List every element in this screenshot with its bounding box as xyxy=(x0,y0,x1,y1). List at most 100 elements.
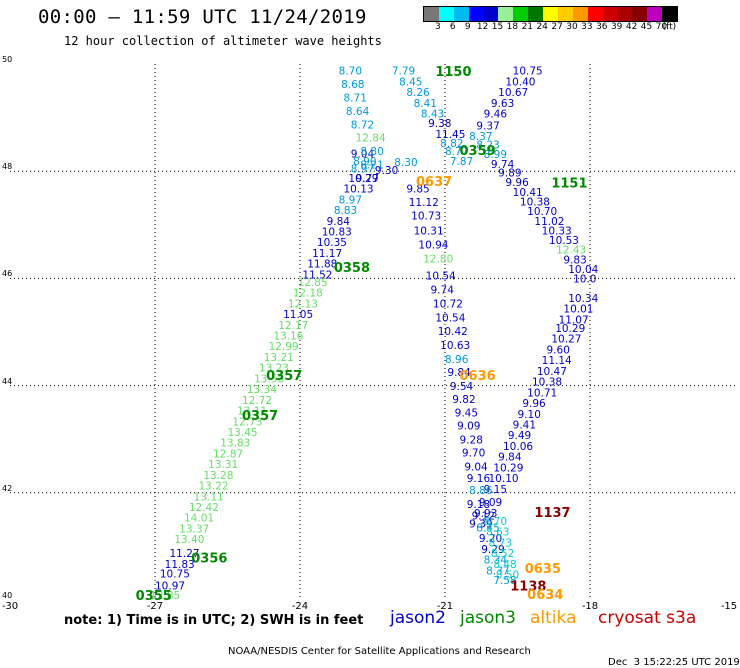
wave-height-value: 8.26 xyxy=(406,87,430,99)
wave-height-value: 13.16 xyxy=(273,331,303,343)
wave-height-value: 10.31 xyxy=(414,225,444,237)
wave-height-value: 12.80 xyxy=(423,253,453,265)
y-tick-label: 50 xyxy=(2,55,13,64)
wave-height-value: 11.17 xyxy=(312,248,342,260)
wave-height-value: 9.04 xyxy=(351,148,375,160)
wave-height-value: 13.11 xyxy=(237,406,267,418)
wave-height-value: 9.04 xyxy=(464,461,488,473)
wave-height-value: 10.83 xyxy=(322,227,352,239)
wave-height-value: 10.29 xyxy=(555,323,585,335)
colorbar-swatch xyxy=(632,7,648,21)
wave-height-value: 9.85 xyxy=(406,184,429,196)
wave-height-value: 13.45 xyxy=(228,427,258,439)
wave-height-value: 8.45 xyxy=(476,522,499,534)
wave-height-value: 8.70 xyxy=(484,516,507,528)
colorbar-swatch xyxy=(468,7,484,21)
colorbar-swatch xyxy=(543,7,559,21)
wave-height-value: 10.27 xyxy=(551,334,581,346)
colorbar-swatch xyxy=(528,7,544,21)
wave-height-value: 8.77 xyxy=(445,146,468,158)
wave-height-value: 12.85 xyxy=(298,277,328,289)
colorbar-swatch xyxy=(662,7,678,21)
wave-height-value: 10.35 xyxy=(317,237,347,249)
wave-height-value: 10.70 xyxy=(527,206,557,218)
wave-height-value: 11.88 xyxy=(307,259,337,271)
y-tick-label: 46 xyxy=(2,269,13,279)
pass-time-label: 0636 xyxy=(460,369,496,384)
wave-height-value: 10.34 xyxy=(568,293,598,305)
wave-height-value: 8.48 xyxy=(493,559,516,571)
wave-height-value: 13.83 xyxy=(220,438,250,450)
wave-height-value: 12.13 xyxy=(288,298,318,310)
colorbar-label: 18 xyxy=(506,22,519,32)
wave-height-value: 8.21 xyxy=(360,160,383,172)
wave-height-value: 9.15 xyxy=(484,484,507,496)
wave-height-value: 12.99 xyxy=(269,341,299,353)
colorbar-label: 45 xyxy=(640,22,653,32)
x-tick-label: -27 xyxy=(146,601,164,612)
colorbar-label: 24 xyxy=(536,22,548,32)
wave-height-value: 10.53 xyxy=(549,235,579,247)
track-jason2-ne: 10.7510.4010.679.639.469.378.378.238.999… xyxy=(469,66,598,531)
wave-height-value: 9.28 xyxy=(460,434,483,446)
wave-height-value: 10.47 xyxy=(537,366,567,378)
wave-height-value: 12.73 xyxy=(232,416,262,428)
wave-height-value: 10.75 xyxy=(160,568,190,580)
wave-height-value: 9.84 xyxy=(498,452,522,464)
wave-height-value: 9.30 xyxy=(375,165,398,177)
colorbar-swatch xyxy=(647,7,663,21)
wave-height-value: 9.93 xyxy=(474,508,497,520)
wave-height-value: 10.29 xyxy=(493,462,523,474)
pass-time-label: 0359 xyxy=(460,144,496,159)
page-title: 00:00 – 11:59 UTC 11/24/2019 xyxy=(38,6,367,28)
wave-height-value: 8.96 xyxy=(445,354,469,366)
pass-time-label: 0355 xyxy=(136,589,172,604)
pass-time-label: 0357 xyxy=(242,409,278,424)
wave-height-value: 10.33 xyxy=(542,225,572,237)
pass-time-label: 1151 xyxy=(551,176,587,191)
wave-height-value: 9.41 xyxy=(513,419,536,431)
wave-height-value: 10.04 xyxy=(568,264,598,276)
wave-height-value: 8.34 xyxy=(484,555,508,567)
wave-height-value: 8.30 xyxy=(394,157,417,169)
wave-height-value: 10.94 xyxy=(418,239,448,251)
wave-height-value: 8.37 xyxy=(486,565,509,577)
colorbar-label: 15 xyxy=(491,22,504,32)
wave-height-value: 11.83 xyxy=(165,559,195,571)
wave-height-value: 9.49 xyxy=(508,430,531,442)
colorbar-label: 27 xyxy=(551,22,563,32)
legend-jason2: jason2 xyxy=(390,608,446,628)
wave-height-value: 11.27 xyxy=(170,548,200,560)
wave-height-value: 10.13 xyxy=(344,184,374,196)
y-tick-label: 40 xyxy=(2,591,13,600)
colorbar-label: 33 xyxy=(581,22,593,32)
wave-height-value: 13.37 xyxy=(179,523,209,535)
wave-height-value: 9.74 xyxy=(491,159,515,171)
wave-height-value: 9.84 xyxy=(447,367,471,379)
wave-height-value: 9.89 xyxy=(498,168,521,180)
pass-time-label: 0637 xyxy=(416,175,452,190)
wave-height-value: 12.85 xyxy=(150,590,180,602)
pass-time-label: 0356 xyxy=(191,551,227,566)
wave-height-value: 8.43 xyxy=(421,109,444,121)
wave-height-value: 10.38 xyxy=(520,197,550,209)
colorbar-swatch xyxy=(513,7,529,21)
wave-height-value: 7.87 xyxy=(450,156,473,168)
wave-height-value: 13.11 xyxy=(194,491,224,503)
wave-height-value: 10.72 xyxy=(433,298,463,310)
wave-height-value: 13.21 xyxy=(264,352,294,364)
track-altika-center: 7.798.458.268.418.439.3811.458.828.777.8… xyxy=(392,66,473,168)
colorbar-label: 12 xyxy=(476,22,489,32)
wave-height-value: 12.84 xyxy=(356,133,386,145)
wave-height-value: 9.77 xyxy=(356,173,379,185)
wave-height-value: 7.58 xyxy=(493,575,516,587)
wave-height-value: 10.67 xyxy=(498,87,528,99)
wave-height-value: 8.45 xyxy=(399,76,422,88)
wave-height-value: 9.83 xyxy=(563,254,586,266)
wave-height-value: 9.82 xyxy=(452,394,475,406)
colorbar-label: 30 xyxy=(566,22,578,32)
colorbar xyxy=(423,6,679,22)
track-jason3-nw: 8.708.68 8.718.648.72 12.848.80 8.21 8.309.3… xyxy=(339,66,418,177)
wave-height-value: 9.96 xyxy=(505,177,529,189)
